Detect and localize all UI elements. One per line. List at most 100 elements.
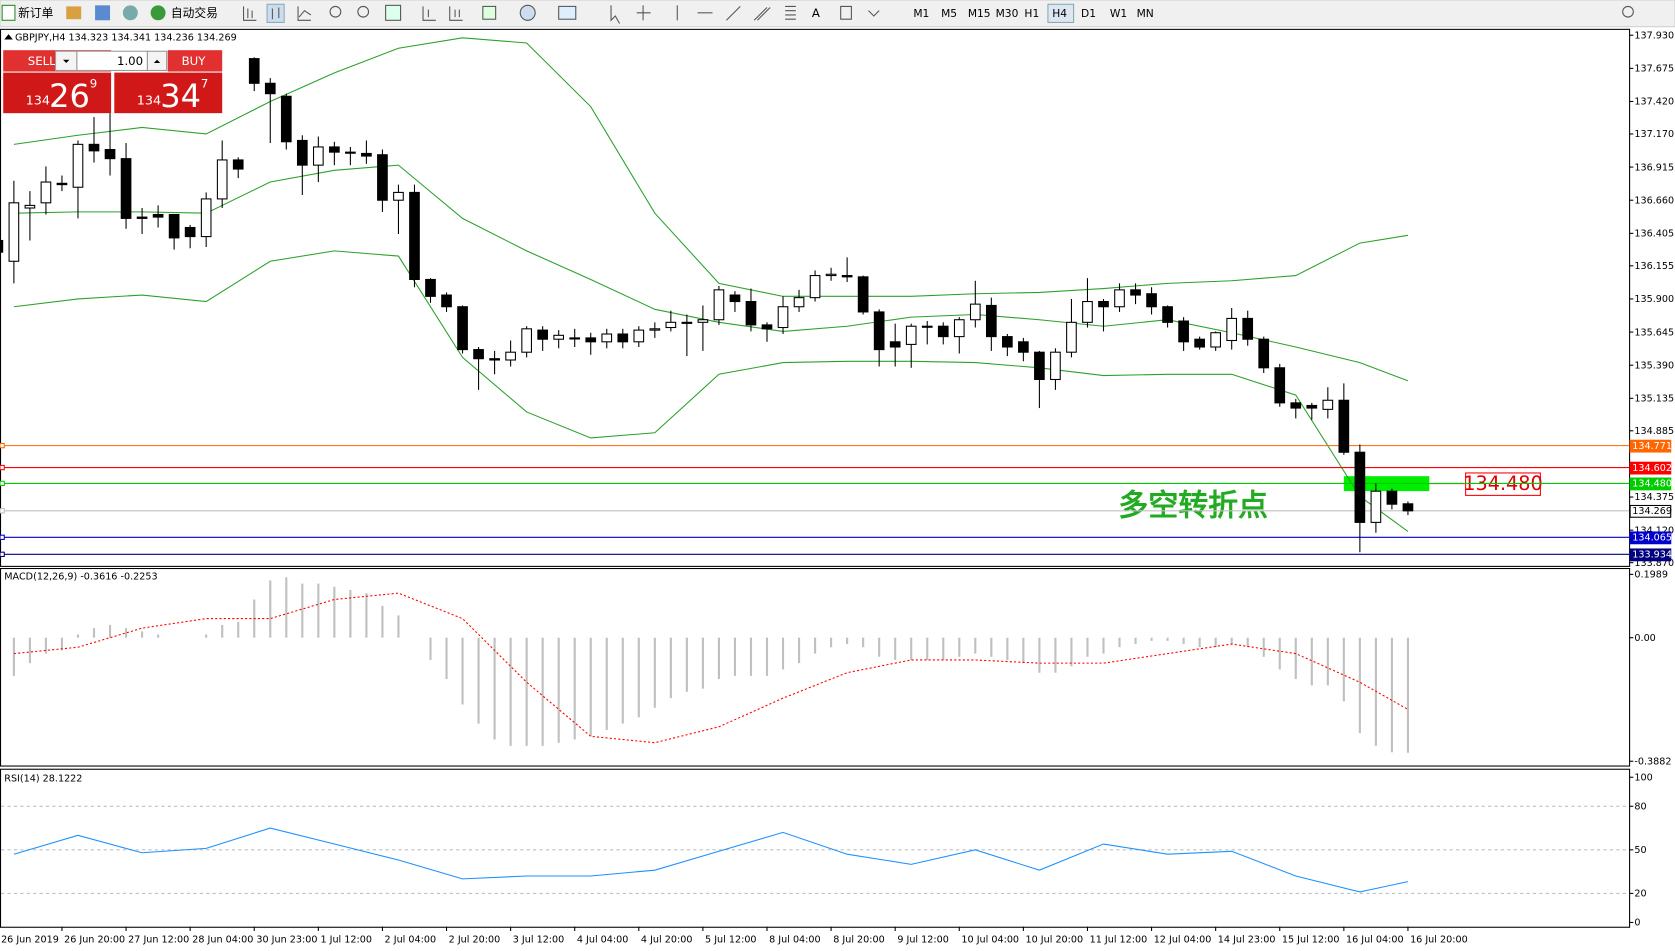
y-tick-label: 137.930 — [1634, 30, 1674, 41]
buy-button[interactable] — [167, 50, 223, 72]
level-label-bg — [1629, 531, 1672, 545]
level-label-bg — [1629, 477, 1672, 491]
active-timeframe-bg[interactable] — [1047, 3, 1075, 23]
toolbar-bg — [0, 0, 1675, 28]
toolbar: 新订单 自动交易 — [0, 0, 1675, 28]
indicators-icon[interactable] — [482, 5, 497, 20]
candle-body — [409, 191, 420, 280]
candle-body — [1290, 402, 1302, 409]
buy-label[interactable]: BUY — [182, 54, 207, 68]
templates-icon[interactable] — [558, 5, 577, 20]
timeframe-button[interactable]: W1 — [1110, 7, 1127, 20]
volume-value[interactable]: 1.00 — [117, 54, 143, 68]
level-label-bg — [1629, 504, 1672, 518]
candle-body — [1258, 338, 1270, 369]
arrows-icon[interactable] — [868, 10, 880, 17]
periods-icon[interactable] — [519, 4, 536, 21]
x-tick-label: 16 Jul 20:00 — [1410, 935, 1468, 946]
x-tick-label: 3 Jul 12:00 — [513, 935, 565, 946]
candle-body — [1274, 367, 1286, 404]
y-tick-label: 134.375 — [1634, 492, 1674, 503]
auto-trading-icon[interactable] — [150, 5, 166, 21]
candle-body — [248, 58, 260, 84]
timeframe-button[interactable]: M30 — [996, 7, 1019, 20]
candle-body — [761, 324, 773, 330]
sell-label[interactable]: SELL — [28, 54, 56, 68]
candle-body — [985, 304, 997, 338]
candle-body — [1338, 399, 1350, 453]
candle-body — [152, 213, 164, 218]
text-tool[interactable]: A — [812, 6, 820, 20]
x-tick-label: 28 Jun 04:00 — [192, 935, 253, 946]
candle-body — [809, 275, 821, 299]
bid-box[interactable] — [3, 72, 112, 114]
tool-icon[interactable] — [66, 6, 82, 20]
crosshair-icon[interactable] — [636, 5, 651, 21]
timeframe-button[interactable]: H4 — [1052, 7, 1067, 20]
candle-body — [1082, 301, 1093, 323]
channel-icon[interactable] — [753, 7, 771, 21]
cursor-icon[interactable] — [610, 5, 621, 24]
shift-icon[interactable] — [449, 6, 463, 21]
bid-main: 26 — [49, 77, 90, 115]
zoom-in-icon[interactable] — [329, 5, 342, 18]
candle-body — [969, 303, 981, 321]
timeframe-button[interactable]: H1 — [1024, 7, 1039, 20]
auto-trading-button[interactable]: 自动交易 — [171, 6, 218, 20]
new-order-icon[interactable] — [1, 4, 16, 21]
line-chart-icon[interactable] — [297, 6, 312, 21]
candle-body — [633, 329, 645, 343]
timeframe-button[interactable]: M15 — [968, 7, 991, 20]
candle-body — [1370, 490, 1382, 523]
candle-body — [120, 158, 132, 219]
y-tick-label: 0.1989 — [1634, 570, 1668, 581]
level-handle — [0, 534, 5, 540]
y-tick-label: 0.00 — [1634, 633, 1655, 644]
tile-icon[interactable] — [385, 4, 402, 21]
ask-box[interactable] — [114, 72, 223, 114]
candle-body — [841, 275, 853, 278]
candle-body — [745, 301, 757, 326]
candle-body — [1354, 451, 1366, 523]
candle-icon[interactable] — [266, 3, 285, 23]
tool-icon[interactable] — [95, 5, 111, 21]
candle-body — [72, 143, 84, 188]
timeframe-button[interactable]: MN — [1137, 7, 1154, 20]
x-tick-label: 1 Jul 12:00 — [320, 935, 372, 946]
candle-body — [88, 143, 100, 152]
y-tick-label: -0.3882 — [1634, 756, 1671, 767]
timeframe-button[interactable]: M1 — [913, 7, 929, 20]
x-tick-label: 2 Jul 20:00 — [449, 935, 501, 946]
timeframe-button[interactable]: M5 — [941, 7, 957, 20]
new-order-button[interactable]: 新订单 — [18, 6, 53, 20]
x-tick-label: 12 Jul 04:00 — [1154, 935, 1212, 946]
x-tick-label: 10 Jul 04:00 — [961, 935, 1019, 946]
candle-body — [345, 151, 356, 154]
timeframe-button[interactable]: D1 — [1081, 7, 1096, 20]
candle-body — [1002, 336, 1013, 348]
fibo-icon[interactable] — [785, 5, 796, 20]
candle-icon-lines — [271, 7, 280, 20]
candle-body — [825, 273, 837, 277]
search-icon[interactable] — [1622, 5, 1634, 18]
y-tick-label: 0 — [1634, 918, 1640, 929]
scroll-icon[interactable] — [422, 6, 436, 21]
candle-body — [697, 319, 709, 323]
zoom-out-icon[interactable] — [357, 5, 370, 18]
label-icon[interactable] — [840, 5, 852, 20]
bar-chart-icon[interactable] — [243, 6, 257, 21]
candle-body — [1194, 338, 1205, 348]
y-tick-label: 133.870 — [1634, 558, 1674, 569]
candle-body — [729, 294, 741, 303]
candle-body — [1050, 351, 1061, 381]
x-tick-label: 8 Jul 04:00 — [769, 935, 821, 946]
level-label: 134.771 — [1632, 441, 1672, 452]
macd-title: MACD(12,26,9) -0.3616 -0.2253 — [4, 572, 157, 583]
tool-icon[interactable] — [122, 5, 138, 21]
y-tick-label: 134.885 — [1634, 426, 1674, 437]
candle-body — [200, 198, 212, 238]
trendline-icon[interactable] — [726, 6, 741, 21]
candle-body — [953, 319, 965, 338]
y-tick-label: 136.155 — [1634, 261, 1674, 272]
